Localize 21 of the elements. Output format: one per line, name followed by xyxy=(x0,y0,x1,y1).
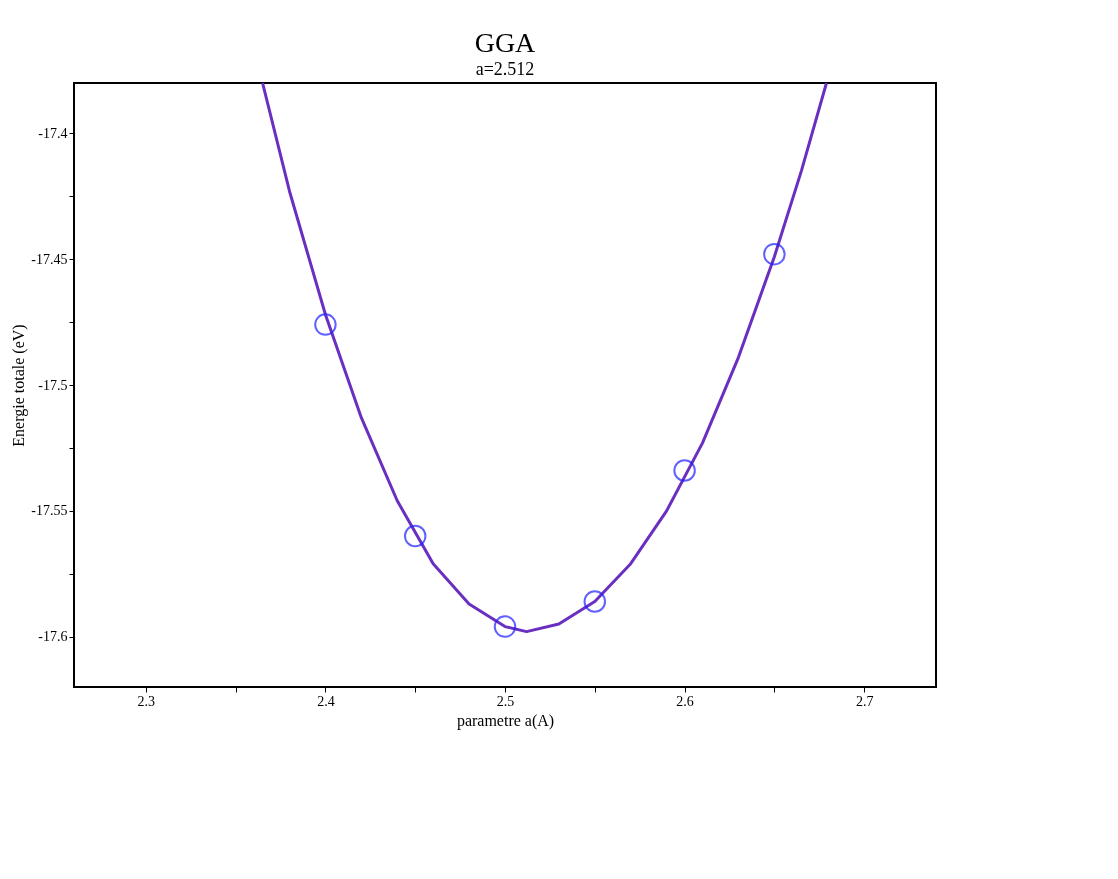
chart-subtitle: a=2.512 xyxy=(475,59,535,79)
y-tick-label: -17.5 xyxy=(38,377,68,393)
point xyxy=(763,242,786,266)
y-tick-label: -17.6 xyxy=(38,629,68,645)
y-axis-title: Energie totale (eV) xyxy=(10,324,29,447)
point xyxy=(493,615,517,638)
x-axis-title: parametre a(A) xyxy=(456,711,555,730)
x-tick-label: 2.7 xyxy=(855,693,874,709)
y-tick-label: -17.55 xyxy=(31,503,68,519)
y-tick-label: -17.4 xyxy=(38,125,68,141)
x-tick-label: 2.3 xyxy=(137,693,156,709)
x-tick-label: 2.4 xyxy=(317,693,335,709)
point xyxy=(673,459,696,482)
point xyxy=(403,524,427,548)
line-series xyxy=(261,83,828,634)
y-tick-label: -17.45 xyxy=(31,251,68,267)
x-tick-label: 2.5 xyxy=(496,693,515,709)
point xyxy=(583,590,607,613)
point xyxy=(314,313,337,336)
chart-title: GGA xyxy=(474,27,537,58)
x-tick-label: 2.6 xyxy=(676,693,694,709)
